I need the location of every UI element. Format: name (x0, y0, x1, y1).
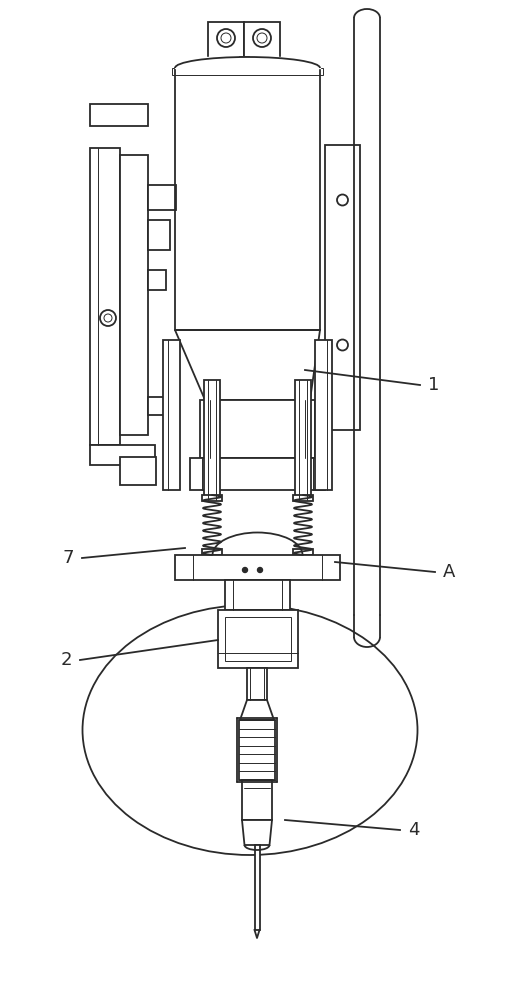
Bar (148, 220, 170, 250)
Polygon shape (240, 700, 274, 720)
Text: 2: 2 (61, 651, 72, 669)
Bar (315, 340, 332, 490)
Bar (255, 845, 259, 930)
Bar (242, 780, 272, 820)
Bar (239, 720, 275, 780)
Bar (90, 148, 120, 445)
Circle shape (337, 194, 348, 206)
Bar (295, 380, 311, 500)
Bar (218, 610, 298, 668)
Text: 4: 4 (408, 821, 419, 839)
Circle shape (243, 568, 247, 572)
Bar (163, 340, 180, 490)
Circle shape (337, 340, 348, 351)
Bar (120, 155, 148, 435)
Bar (225, 580, 290, 610)
Bar (175, 68, 320, 330)
Ellipse shape (83, 605, 417, 855)
Circle shape (100, 310, 116, 326)
Circle shape (221, 33, 231, 43)
Bar (148, 270, 166, 290)
Bar (120, 457, 156, 485)
Bar (175, 555, 340, 580)
Circle shape (104, 314, 112, 322)
Bar (202, 495, 222, 501)
Bar (293, 495, 313, 501)
Bar (202, 549, 222, 555)
Bar (293, 549, 313, 555)
Bar (239, 56, 249, 68)
Circle shape (217, 29, 235, 47)
Bar (354, 18, 380, 615)
Polygon shape (175, 330, 320, 400)
Circle shape (253, 29, 271, 47)
Bar (204, 380, 220, 500)
Bar (200, 400, 315, 458)
Bar (148, 397, 175, 415)
Bar (190, 458, 325, 490)
Bar (172, 68, 323, 75)
Circle shape (257, 33, 267, 43)
Bar (225, 617, 291, 661)
Bar (208, 22, 244, 68)
Text: A: A (443, 563, 456, 581)
Bar (244, 22, 280, 68)
Polygon shape (242, 820, 272, 845)
Bar (325, 145, 360, 430)
Circle shape (257, 568, 263, 572)
Bar (90, 104, 148, 126)
Bar (90, 445, 155, 465)
Text: 1: 1 (428, 376, 439, 394)
Text: 7: 7 (63, 549, 74, 567)
Bar (247, 668, 267, 700)
Bar (148, 185, 176, 210)
